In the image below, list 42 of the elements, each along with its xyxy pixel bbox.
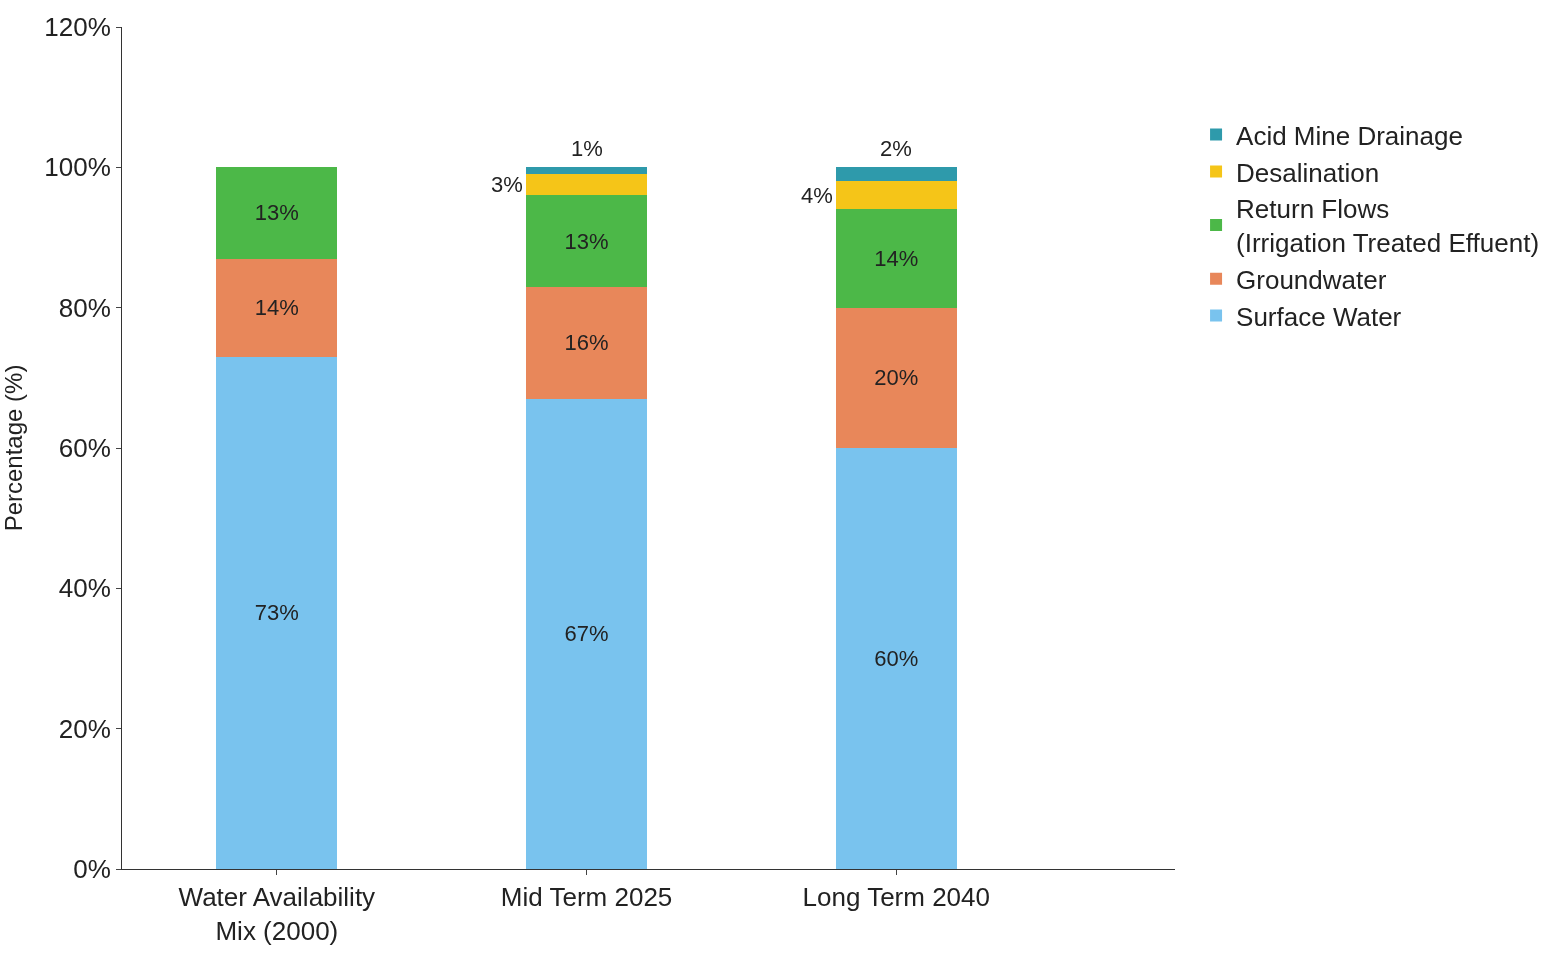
bar (526, 286, 647, 399)
data-label: 16% (564, 330, 609, 356)
data-label: 13% (564, 228, 609, 254)
y-tick-label: 60% (58, 433, 111, 464)
data-label: 14% (874, 246, 919, 272)
bar (526, 174, 647, 196)
data-label: 73% (254, 600, 299, 626)
y-tick-label: 0% (73, 854, 111, 885)
y-tick-label: 100% (44, 152, 111, 183)
data-label: 4% (801, 183, 833, 208)
legend-label: Groundwater (1236, 264, 1387, 295)
legend-label: Surface Water (1236, 301, 1402, 332)
bar (526, 195, 647, 287)
data-label: 1% (571, 136, 603, 161)
legend-label: Desalination (1236, 157, 1380, 188)
x-tick-label: Water Availability Mix (2000) (178, 882, 376, 946)
legend-label: Return Flows (Irrigation Treated Effuent) (1236, 194, 1540, 259)
bar (526, 398, 647, 869)
data-label: 13% (254, 200, 299, 226)
bar (835, 307, 957, 448)
x-tick-label: Mid Term 2025 (500, 882, 673, 913)
bar (835, 181, 957, 210)
bar (216, 258, 338, 357)
bar (835, 448, 957, 869)
bar (216, 167, 338, 259)
y-axis-title: Percentage (%) (0, 364, 27, 532)
data-label: 14% (254, 295, 299, 321)
data-label: 2% (880, 136, 912, 161)
bar (835, 209, 957, 308)
y-tick-label: 120% (44, 12, 111, 43)
data-label: 67% (564, 621, 609, 647)
bar (526, 167, 647, 175)
y-tick-label: 40% (58, 573, 111, 604)
data-label: 3% (491, 172, 523, 197)
legend-label: Acid Mine Drainage (1236, 120, 1463, 151)
bar (216, 356, 338, 869)
data-label: 20% (874, 365, 919, 391)
bar (835, 167, 957, 182)
y-tick-label: 20% (58, 713, 111, 744)
data-label: 60% (874, 646, 919, 671)
y-tick-label: 80% (58, 292, 111, 323)
x-tick-label: Long Term 2040 (802, 882, 990, 913)
